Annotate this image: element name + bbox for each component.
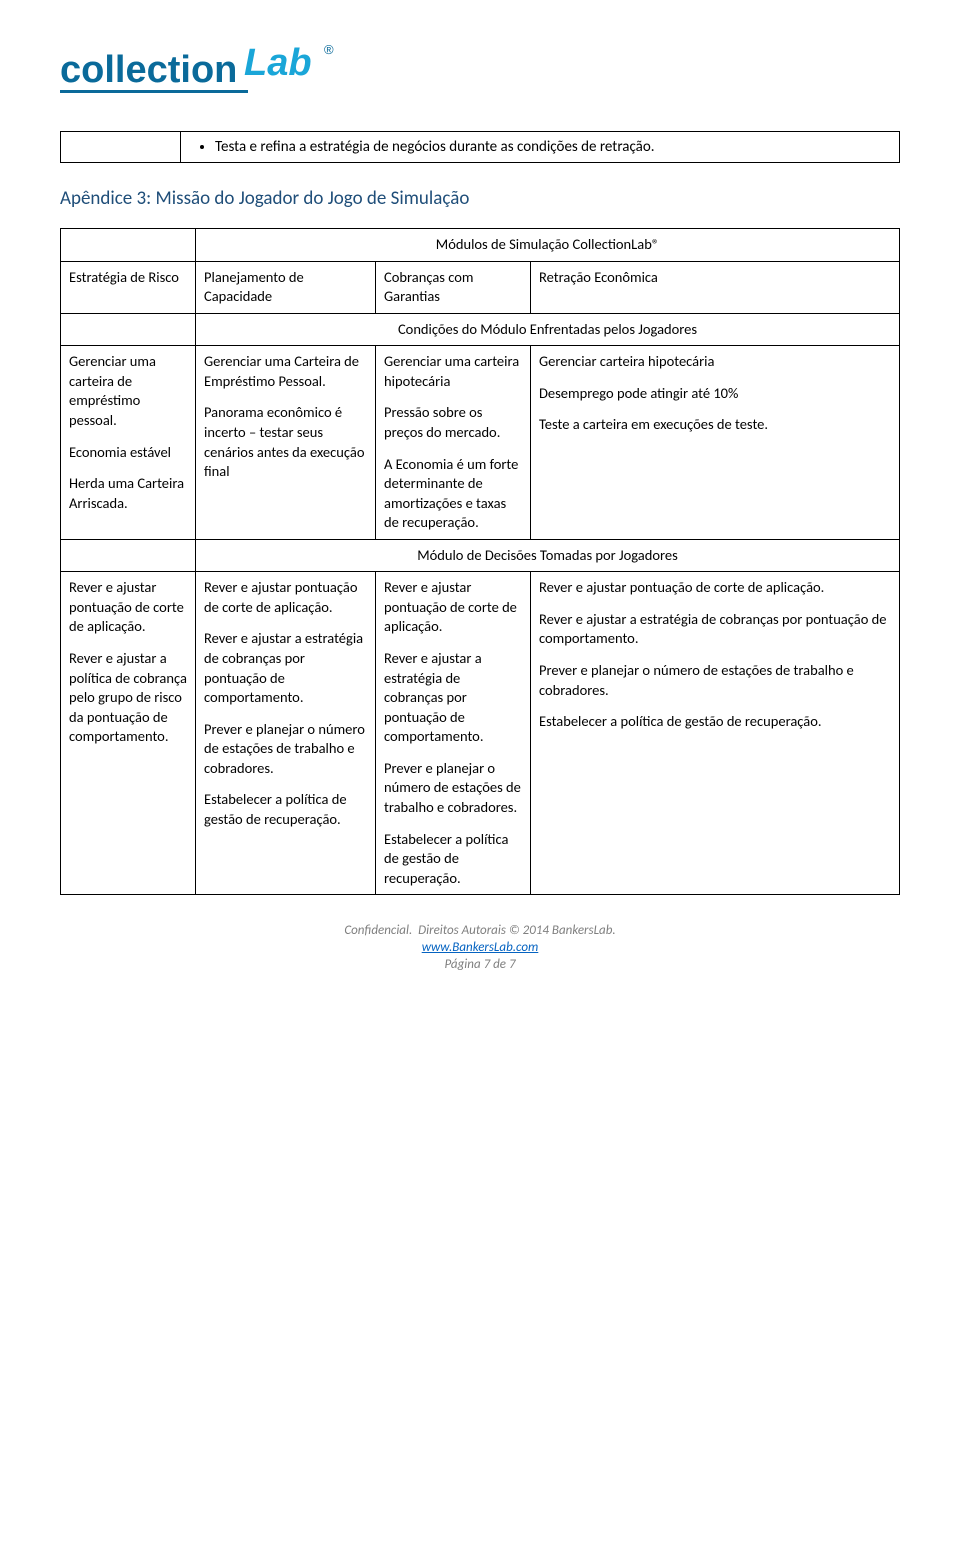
cell-para: Rever e ajustar a política de cobrança p…	[69, 649, 187, 747]
col-header: Planejamento de Capacidade	[196, 261, 376, 313]
cell-para: Desemprego pode atingir até 10%	[539, 384, 891, 404]
cond-cell-2: Gerenciar uma Carteira de Empréstimo Pes…	[196, 346, 376, 540]
table-row: Módulos de Simulação CollectionLab®	[61, 229, 900, 262]
cell-para: Gerenciar uma carteira de empréstimo pes…	[69, 352, 187, 430]
section-heading: Apêndice 3: Missão do Jogador do Jogo de…	[60, 187, 900, 210]
cell-para: Prever e planejar o número de estações d…	[384, 759, 522, 818]
cond-cell-3: Gerenciar uma carteira hipotecária Press…	[376, 346, 531, 540]
dec-cell-2: Rever e ajustar pontuação de corte de ap…	[196, 572, 376, 895]
intro-bullet-cell: Testa e refina a estratégia de negócios …	[181, 132, 900, 163]
logo-reg: ®	[324, 42, 334, 57]
dec-cell-3: Rever e ajustar pontuação de corte de ap…	[376, 572, 531, 895]
table-row: Módulo de Decisões Tomadas por Jogadores	[61, 539, 900, 572]
cell-para: Prever e planejar o número de estações d…	[539, 661, 891, 700]
decisions-header: Módulo de Decisões Tomadas por Jogadores	[196, 539, 900, 572]
cell-para: Estabelecer a política de gestão de recu…	[384, 830, 522, 889]
cell-empty	[61, 539, 196, 572]
cell-para: Gerenciar uma carteira hipotecária	[384, 352, 522, 391]
cell-para: Gerenciar carteira hipotecária	[539, 352, 891, 372]
cell-para: Gerenciar uma Carteira de Empréstimo Pes…	[204, 352, 367, 391]
cell-para: Rever e ajustar a estratégia de cobrança…	[539, 610, 891, 649]
logo: collection Lab ®	[60, 40, 900, 101]
cond-cell-4: Gerenciar carteira hipotecária Desempreg…	[531, 346, 900, 540]
main-table: Módulos de Simulação CollectionLab® Estr…	[60, 228, 900, 895]
cell-para: Herda uma Carteira Arriscada.	[69, 474, 187, 513]
logo-word2: Lab	[244, 42, 312, 84]
cell-para: Rever e ajustar pontuação de corte de ap…	[69, 578, 187, 637]
footer-confidential: Confidencial.	[344, 923, 412, 938]
cond-cell-1: Gerenciar uma carteira de empréstimo pes…	[61, 346, 196, 540]
cell-empty	[61, 229, 196, 262]
dec-cell-4: Rever e ajustar pontuação de corte de ap…	[531, 572, 900, 895]
cell-para: Prever e planejar o número de estações d…	[204, 720, 367, 779]
table-row: Estratégia de Risco Planejamento de Capa…	[61, 261, 900, 313]
cell-para: Rever e ajustar a estratégia de cobrança…	[384, 649, 522, 747]
cell-para: Rever e ajustar pontuação de corte de ap…	[384, 578, 522, 637]
cell-empty	[61, 313, 196, 346]
cell-para: Teste a carteira em execuções de teste.	[539, 415, 891, 435]
col-header: Cobranças com Garantias	[376, 261, 531, 313]
cell-para: Pressão sobre os preços do mercado.	[384, 403, 522, 442]
intro-table: Testa e refina a estratégia de negócios …	[60, 131, 900, 163]
table-row: Gerenciar uma carteira de empréstimo pes…	[61, 346, 900, 540]
table-row: Rever e ajustar pontuação de corte de ap…	[61, 572, 900, 895]
cell-para: Panorama econômico é incerto – testar se…	[204, 403, 367, 481]
logo-word1: collection	[60, 49, 237, 91]
page-footer: Confidencial. Direitos Autorais © 2014 B…	[60, 923, 900, 974]
cell-para: Estabelecer a política de gestão de recu…	[539, 712, 891, 732]
cell-para: Rever e ajustar a estratégia de cobrança…	[204, 629, 367, 707]
intro-empty-cell	[61, 132, 181, 163]
col-header: Retração Econômica	[531, 261, 900, 313]
conditions-header: Condições do Módulo Enfrentadas pelos Jo…	[196, 313, 900, 346]
dec-cell-1: Rever e ajustar pontuação de corte de ap…	[61, 572, 196, 895]
cell-para: Rever e ajustar pontuação de corte de ap…	[204, 578, 367, 617]
intro-bullet: Testa e refina a estratégia de negócios …	[215, 138, 889, 156]
modules-header: Módulos de Simulação CollectionLab®	[196, 229, 900, 262]
footer-page: Página 7 de 7	[444, 957, 515, 972]
footer-copyright: Direitos Autorais © 2014 BankersLab.	[418, 923, 616, 938]
cell-para: Rever e ajustar pontuação de corte de ap…	[539, 578, 891, 598]
table-row: Condições do Módulo Enfrentadas pelos Jo…	[61, 313, 900, 346]
logo-underline	[60, 90, 248, 93]
col-header: Estratégia de Risco	[61, 261, 196, 313]
footer-link[interactable]: www.BankersLab.com	[422, 940, 539, 955]
cell-para: Economia estável	[69, 443, 187, 463]
cell-para: A Economia é um forte determinante de am…	[384, 455, 522, 533]
cell-para: Estabelecer a política de gestão de recu…	[204, 790, 367, 829]
